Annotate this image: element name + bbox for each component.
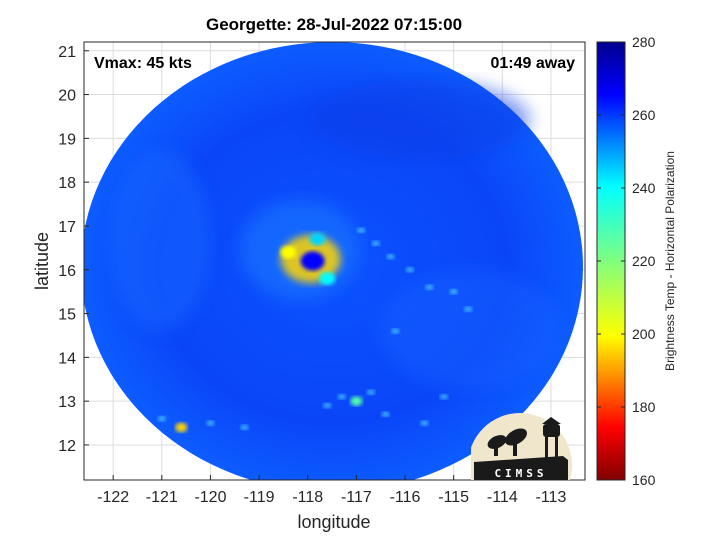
rain-cell: [323, 403, 332, 409]
rain-cell: [381, 411, 390, 417]
y-tick-label: 15: [58, 307, 76, 324]
rain-cell: [357, 227, 366, 233]
x-tick-label: -121: [146, 489, 178, 506]
y-tick-label: 20: [58, 88, 76, 105]
colorbar-tick-label: 160: [632, 472, 656, 488]
rain-cell: [206, 420, 215, 426]
rainband-south: [350, 396, 363, 406]
rain-cell: [240, 424, 249, 430]
storm-ring-west: [280, 245, 297, 259]
y-tick-label: 14: [58, 350, 76, 367]
rain-cell: [420, 420, 429, 426]
x-tick-label: -120: [194, 489, 226, 506]
colorbar-tick-label: 260: [632, 107, 656, 123]
y-tick-label: 12: [58, 438, 76, 455]
x-tick-label: -117: [341, 489, 372, 506]
swath-field: [84, 42, 583, 480]
logo-text: CIMSS: [494, 467, 547, 480]
x-tick-label: -115: [438, 489, 469, 506]
y-tick-label: 19: [58, 131, 76, 148]
rainband-sw: [175, 422, 188, 433]
y-axis: 12 13 14 15 16 17 18 19 20 21: [58, 44, 89, 455]
colorbar-ticks: 160 180 200 220 240 260 280: [597, 34, 656, 488]
axes-box: [83, 41, 586, 481]
rain-cell: [157, 416, 166, 422]
rain-cell: [337, 394, 346, 400]
x-tick-label: -119: [244, 489, 275, 506]
colorbar-tick-label: 220: [632, 253, 656, 269]
rain-cell: [449, 289, 458, 295]
rain-cell: [405, 267, 414, 273]
chart-title: Georgette: 28-Jul-2022 07:15:00: [206, 15, 462, 34]
rain-cell: [464, 306, 473, 312]
x-tick-label: -116: [390, 489, 421, 506]
y-tick-label: 21: [58, 44, 76, 61]
rain-cell: [371, 240, 380, 246]
storm-ring-south: [319, 272, 336, 285]
x-tick-label: -114: [487, 489, 518, 506]
rain-cell: [391, 328, 400, 334]
y-axis-label: latitude: [32, 232, 52, 290]
colorbar-tick-label: 240: [632, 180, 656, 196]
x-tick-label: -122: [97, 489, 129, 506]
colorbar-label: Brightness Temp - Horizontal Polarizatio…: [663, 151, 677, 371]
colorbar-tick-label: 280: [632, 34, 656, 50]
rain-cell: [439, 394, 448, 400]
y-tick-label: 18: [58, 175, 76, 192]
x-tick-label: -118: [292, 489, 323, 506]
rain-cell: [386, 254, 395, 260]
x-tick-label: -113: [536, 489, 567, 506]
rain-cell: [366, 389, 375, 395]
colorbar-tick-label: 180: [632, 399, 656, 415]
colorbar-tick-label: 200: [632, 326, 656, 342]
y-tick-label: 17: [58, 219, 76, 236]
cimss-logo: CIMSS: [471, 413, 572, 480]
storm-core: [300, 251, 325, 271]
storm-ring-north: [309, 232, 326, 246]
colorbar: [596, 41, 626, 481]
y-tick-label: 16: [58, 263, 76, 280]
x-axis: -122 -121 -120 -119 -118 -117 -116 -115 -114 -113: [97, 475, 566, 506]
y-tick-label: 13: [58, 394, 76, 411]
vmax-annotation: Vmax: 45 kts: [94, 55, 192, 72]
rain-cell: [425, 284, 434, 290]
time-offset-annotation: 01:49 away: [490, 55, 575, 72]
x-axis-label: longitude: [297, 512, 370, 532]
